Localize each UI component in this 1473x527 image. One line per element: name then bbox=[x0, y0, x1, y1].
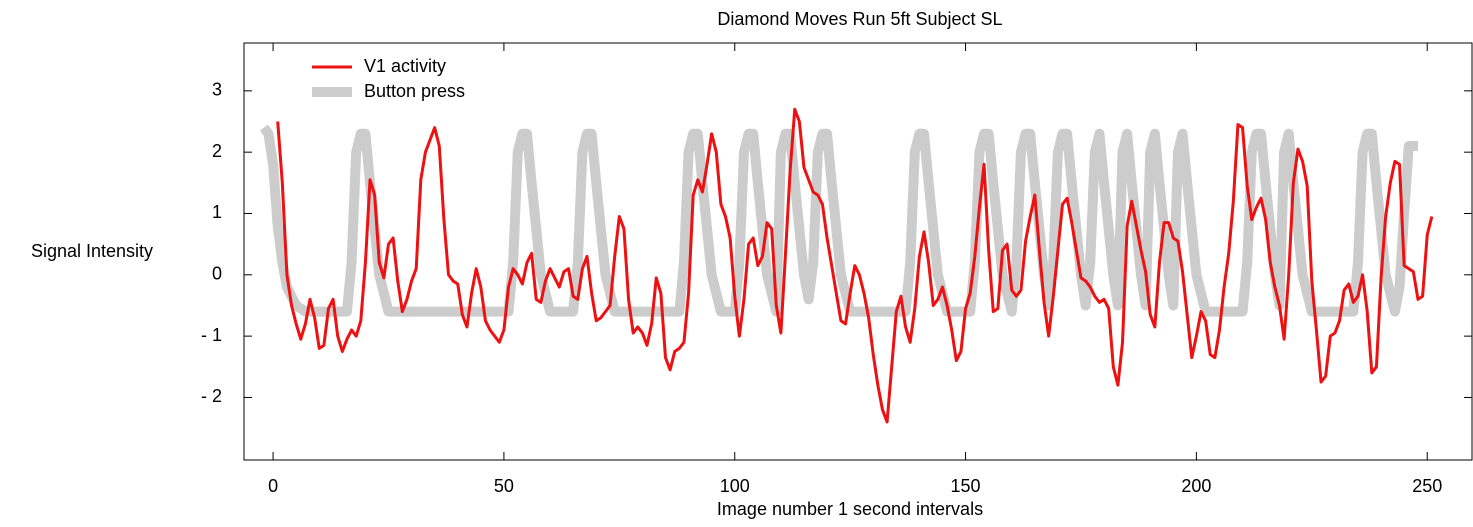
legend-label: V1 activity bbox=[364, 56, 446, 76]
x-tick-label: 150 bbox=[951, 476, 981, 496]
plot-frame bbox=[243, 42, 1473, 461]
chart-title: Diamond Moves Run 5ft Subject SL bbox=[717, 9, 1002, 29]
plot-area bbox=[259, 107, 1434, 424]
y-tick-label: 3 bbox=[212, 80, 222, 100]
y-tick-label: - 1 bbox=[201, 325, 222, 345]
legend-label: Button press bbox=[364, 81, 465, 101]
x-tick-label: 50 bbox=[494, 476, 514, 496]
x-tick-label: 0 bbox=[268, 476, 278, 496]
x-tick-label: 200 bbox=[1181, 476, 1211, 496]
x-tick-label: 250 bbox=[1412, 476, 1442, 496]
series-line bbox=[276, 107, 1434, 424]
y-tick-label: 2 bbox=[212, 141, 222, 161]
y-tick-label: 0 bbox=[212, 264, 222, 284]
x-tick-label: 100 bbox=[720, 476, 750, 496]
y-tick-label: - 2 bbox=[201, 386, 222, 406]
y-tick-label: 1 bbox=[212, 202, 222, 222]
y-axis-label: Signal Intensity bbox=[31, 241, 153, 261]
x-axis-label: Image number 1 second intervals bbox=[717, 499, 983, 519]
